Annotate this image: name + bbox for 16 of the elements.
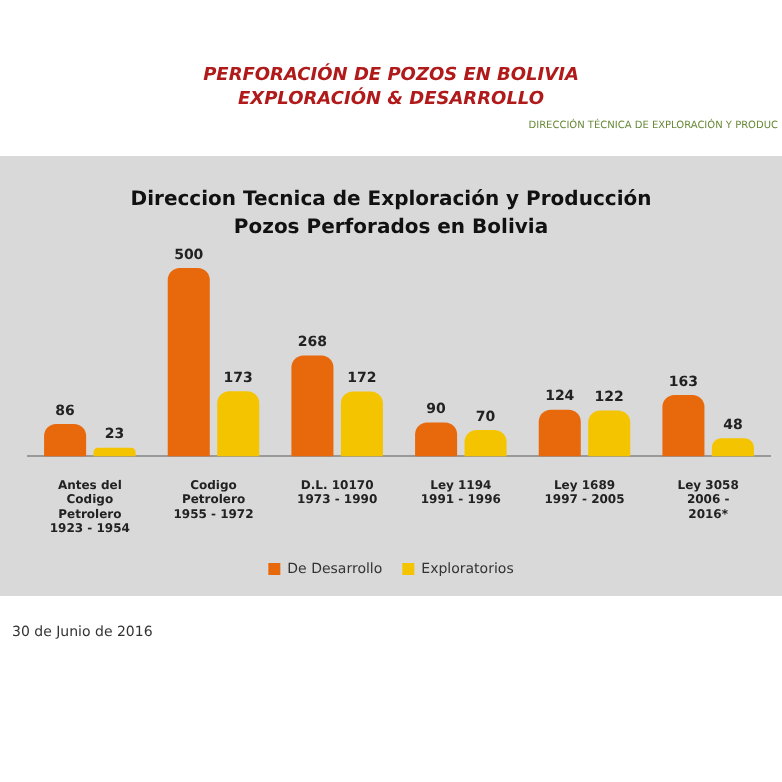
bar: [538, 409, 581, 457]
chart-subtitle: Pozos Perforados en Bolivia: [233, 217, 549, 240]
bar: [44, 424, 87, 457]
bar: [662, 394, 705, 457]
bar: [415, 422, 458, 457]
bar: [291, 355, 334, 457]
bar: [464, 430, 507, 457]
bar: [711, 438, 754, 457]
chart-title: Direccion Tecnica de Exploración y Producción: [130, 189, 652, 212]
bar: [340, 391, 383, 457]
bar: [167, 268, 210, 457]
text: PERFORACIÓN DE POZOS EN BOLIVIA: [201, 64, 581, 87]
bar: [217, 391, 260, 457]
bar: [93, 447, 136, 457]
bar: [588, 410, 631, 457]
text: EXPLORACIÓN & DESARROLLO: [236, 88, 546, 112]
